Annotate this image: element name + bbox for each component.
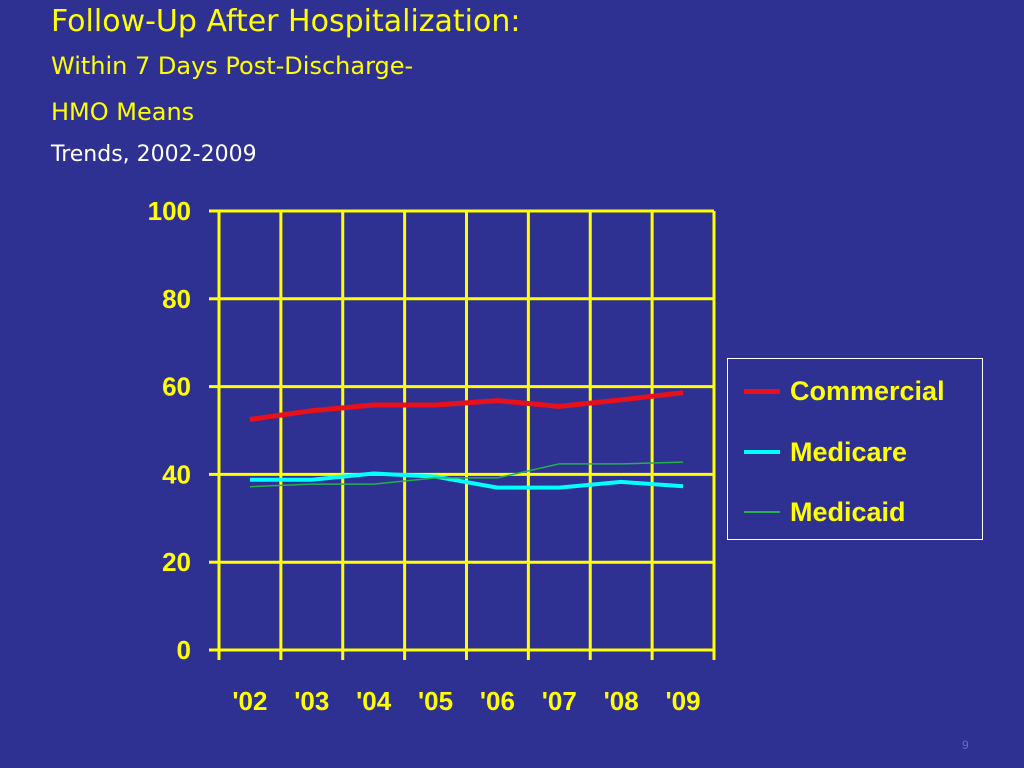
chart-legend: Commercial Medicare Medicaid — [727, 358, 983, 540]
y-tick-label: 80 — [162, 284, 191, 314]
x-tick-label: '07 — [542, 686, 577, 716]
slide-subtitle-2: HMO Means — [51, 98, 195, 126]
legend-swatch-medicaid — [744, 511, 780, 513]
legend-swatch-commercial — [744, 388, 780, 394]
x-tick-label: '02 — [232, 686, 267, 716]
x-tick-label: '04 — [356, 686, 392, 716]
legend-item-medicare: Medicare — [744, 437, 907, 467]
slide-title: Follow-Up After Hospitalization: — [51, 4, 521, 39]
legend-item-commercial: Commercial — [744, 376, 945, 406]
y-tick-label: 20 — [162, 547, 191, 577]
legend-item-medicaid: Medicaid — [744, 497, 906, 527]
x-tick-label: '05 — [418, 686, 453, 716]
legend-label-medicaid: Medicaid — [790, 496, 906, 527]
slide-subtitle-3: Trends, 2002-2009 — [51, 142, 257, 167]
page-number: 9 — [962, 738, 969, 752]
x-tick-label: '09 — [666, 686, 701, 716]
y-tick-label: 100 — [148, 196, 191, 226]
y-tick-label: 40 — [162, 459, 191, 489]
y-tick-label: 0 — [177, 635, 191, 665]
legend-label-commercial: Commercial — [790, 375, 945, 406]
series-line-medicaid — [249, 461, 684, 488]
x-tick-label: '03 — [294, 686, 329, 716]
series-line-medicare — [249, 471, 684, 490]
series-line-commercial — [249, 390, 684, 422]
y-tick-label: 60 — [162, 372, 191, 402]
x-tick-label: '08 — [604, 686, 639, 716]
legend-swatch-medicare — [744, 450, 780, 454]
x-tick-label: '06 — [480, 686, 515, 716]
slide-subtitle-1: Within 7 Days Post-Discharge- — [51, 52, 414, 80]
legend-label-medicare: Medicare — [790, 436, 908, 467]
